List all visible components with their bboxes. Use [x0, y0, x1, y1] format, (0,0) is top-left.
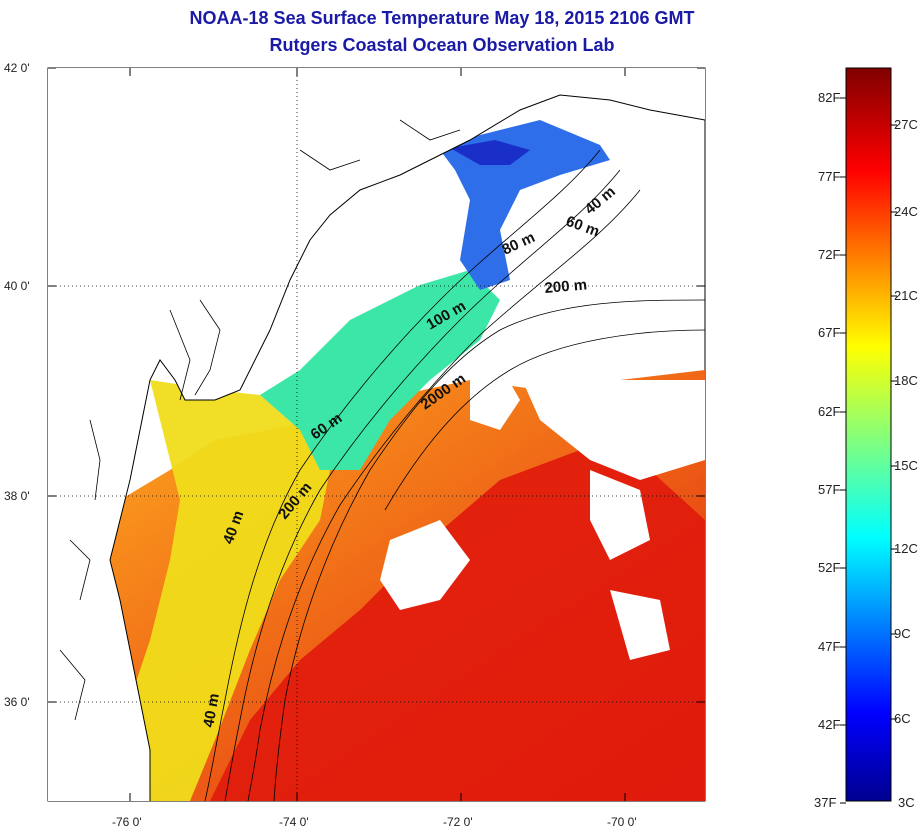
coldest-water-patch — [450, 140, 530, 165]
coastline-detail — [59, 119, 461, 721]
colorbar-celsius-label: 24C — [894, 204, 918, 219]
land-mass — [48, 68, 705, 801]
colorbar-celsius-label: 18C — [894, 373, 918, 388]
colorbar-celsius-label: 6C — [894, 711, 911, 726]
cloud-patch — [380, 520, 470, 610]
bathymetry-contours — [204, 149, 705, 801]
colorbar-celsius-label: 12C — [894, 541, 918, 556]
colorbar-celsius-label: 9C — [894, 626, 911, 641]
colorbar-celsius-label: 3C — [898, 795, 915, 810]
shelf-yellow-region — [130, 380, 330, 801]
coastline — [109, 94, 705, 801]
colorbar-ticks — [840, 97, 897, 804]
colorbar-fahrenheit-label: 42F — [818, 717, 840, 732]
axis-ticks — [48, 67, 705, 801]
cloud-patch — [470, 365, 520, 430]
colorbar-fahrenheit-label: 52F — [818, 560, 840, 575]
colorbar-celsius-label: 21C — [894, 288, 918, 303]
colorbar-fahrenheit-label: 67F — [818, 325, 840, 340]
colorbar-fahrenheit-label: 77F — [818, 169, 840, 184]
colorbar-fahrenheit-label: 57F — [818, 482, 840, 497]
latitude-label: 38 0' — [4, 489, 30, 503]
cloud-patch — [500, 330, 705, 480]
map-title: NOAA-18 Sea Surface Temperature May 18, … — [189, 8, 695, 28]
colorbar-fahrenheit-label: 62F — [818, 404, 840, 419]
longitude-label: -76 0' — [112, 815, 142, 829]
colorbar-celsius-label: 15C — [894, 458, 918, 473]
longitude-label: -74 0' — [279, 815, 309, 829]
cloud-patch — [590, 470, 650, 560]
colorbar-fahrenheit-label: 82F — [818, 90, 840, 105]
colorbar-fahrenheit-label: 72F — [818, 247, 840, 262]
sst-field — [48, 68, 705, 801]
latitude-label: 36 0' — [4, 695, 30, 709]
colorbar-fahrenheit-label: 37F — [814, 795, 836, 810]
temperature-colorbar — [845, 67, 892, 802]
gulf-stream-core — [210, 450, 705, 801]
latitude-label: 42 0' — [4, 61, 30, 75]
longitude-label: -70 0' — [607, 815, 637, 829]
cloud-patch — [610, 590, 670, 660]
longitude-label: -72 0' — [443, 815, 473, 829]
colorbar-fahrenheit-label: 47F — [818, 639, 840, 654]
colorbar-celsius-label: 27C — [894, 117, 918, 132]
map-subtitle: Rutgers Coastal Ocean Observation Lab — [269, 35, 615, 55]
depth-label: 200 m — [544, 276, 588, 297]
latitude-label: 40 0' — [4, 279, 30, 293]
graticule — [48, 68, 705, 801]
depth-label: 40 m — [200, 692, 223, 729]
shelf-green-region — [260, 270, 500, 470]
